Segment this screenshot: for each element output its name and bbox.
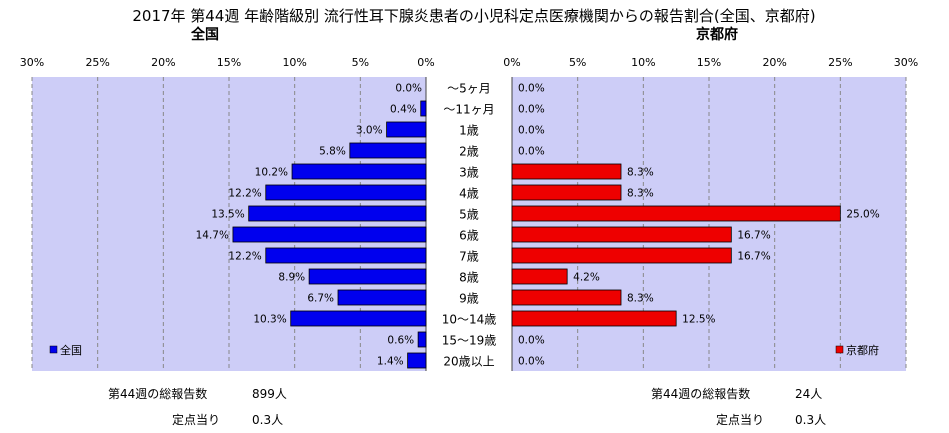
data-label-kyoto: 0.0% <box>518 356 545 368</box>
category-label: ～5ヶ月 <box>447 82 491 96</box>
data-label-kyoto: 0.0% <box>518 125 545 137</box>
chart-title: 2017年 第44週 年齢階級別 流行性耳下腺炎患者の小児科定点医療機関からの報… <box>132 7 815 25</box>
bar-kyoto <box>511 226 732 243</box>
tick-label-left: 30% <box>20 56 44 69</box>
left-panel-title: 全国 <box>190 26 219 43</box>
legend-swatch-kyoto <box>835 345 844 354</box>
data-label-kyoto: 0.0% <box>518 83 545 95</box>
bar-kyoto <box>511 268 568 285</box>
data-label-national: 6.7% <box>307 293 334 305</box>
bar-kyoto <box>511 289 622 306</box>
data-label-kyoto: 0.0% <box>518 146 545 158</box>
bar-kyoto <box>511 205 841 222</box>
category-label: 7歳 <box>459 250 479 264</box>
category-label: 15～19歳 <box>442 334 497 348</box>
bar-national <box>265 247 427 264</box>
data-label-national: 13.5% <box>211 209 244 221</box>
data-label-kyoto: 0.0% <box>518 335 545 347</box>
data-label-national: 14.7% <box>196 230 229 242</box>
bar-national <box>290 310 427 327</box>
category-label: 8歳 <box>459 271 479 285</box>
bar-national <box>265 184 427 201</box>
tick-label-right: 25% <box>828 56 852 69</box>
left-per-value: 0.3人 <box>252 413 283 427</box>
bar-kyoto <box>511 310 677 327</box>
bars: 0.0% 0.0% 0.4% 0.0% 3.0% 0.0% 5.8% 0.0% 10.2% 8.3… <box>196 83 880 369</box>
tick-label-right: 20% <box>762 56 786 69</box>
data-label-kyoto: 25.0% <box>846 209 879 221</box>
data-label-national: 12.2% <box>228 251 261 263</box>
right-total-value: 24人 <box>795 387 822 401</box>
bar-national <box>407 352 427 369</box>
data-label-national: 3.0% <box>356 125 383 137</box>
category-label: 4歳 <box>459 187 479 201</box>
axis-ticks: 0% 0% 5% 5% 10% 10% 15% 15% 20% 20% 25% 25% 30% 30% <box>20 56 918 69</box>
bar-national <box>232 226 427 243</box>
tick-label-left: 5% <box>352 56 369 69</box>
category-label: 9歳 <box>459 292 479 306</box>
data-label-national: 1.4% <box>377 356 404 368</box>
category-label: 3歳 <box>459 166 479 180</box>
bar-kyoto <box>511 163 622 180</box>
tick-label-left: 10% <box>282 56 306 69</box>
category-label: 20歳以上 <box>443 355 494 369</box>
tick-label-left: 20% <box>151 56 175 69</box>
data-label-kyoto: 16.7% <box>737 251 770 263</box>
data-label-kyoto: 8.3% <box>627 167 654 179</box>
left-total-label: 第44週の総報告数 <box>108 386 207 401</box>
bar-kyoto <box>511 247 732 264</box>
data-label-national: 10.2% <box>255 167 288 179</box>
bar-national <box>417 331 427 348</box>
category-label: 10～14歳 <box>442 313 497 327</box>
data-label-kyoto: 16.7% <box>737 230 770 242</box>
legend-label-kyoto: 京都府 <box>846 343 879 357</box>
category-label: 5歳 <box>459 208 479 222</box>
tick-label-right: 5% <box>569 56 586 69</box>
tick-label-right: 10% <box>631 56 655 69</box>
data-label-national: 0.6% <box>387 335 414 347</box>
bar-kyoto <box>511 184 622 201</box>
category-label: 2歳 <box>459 145 479 159</box>
tick-label-left: 0% <box>417 56 434 69</box>
tick-label-right: 0% <box>503 56 520 69</box>
tick-label-left: 15% <box>217 56 241 69</box>
data-label-national: 8.9% <box>278 272 305 284</box>
right-panel-title: 京都府 <box>696 26 738 43</box>
data-label-national: 12.2% <box>228 188 261 200</box>
data-label-national: 10.3% <box>253 314 286 326</box>
bar-national <box>248 205 427 222</box>
bar-national <box>308 268 427 285</box>
left-total-value: 899人 <box>252 387 287 401</box>
legend-label-national: 全国 <box>60 343 82 357</box>
category-labels: ～5ヶ月 ～11ヶ月 1歳 2歳 3歳 4歳 5歳 6歳 7歳 8歳 9歳 10～14歳 15～19歳 2… <box>442 82 497 369</box>
bar-national <box>349 142 427 159</box>
data-label-national: 0.4% <box>390 104 417 116</box>
bar-national <box>386 121 427 138</box>
category-label: 6歳 <box>459 229 479 243</box>
data-label-kyoto: 4.2% <box>573 272 600 284</box>
data-label-kyoto: 8.3% <box>627 293 654 305</box>
data-label-kyoto: 0.0% <box>518 104 545 116</box>
tick-label-right: 30% <box>894 56 918 69</box>
tick-label-right: 15% <box>697 56 721 69</box>
data-label-national: 5.8% <box>319 146 346 158</box>
bar-national <box>420 100 427 117</box>
right-total-label: 第44週の総報告数 <box>651 386 750 401</box>
left-per-label: 定点当り <box>172 412 220 427</box>
data-label-national: 0.0% <box>395 83 422 95</box>
data-label-kyoto: 8.3% <box>627 188 654 200</box>
data-label-kyoto: 12.5% <box>682 314 715 326</box>
category-label: 1歳 <box>459 124 479 138</box>
bar-national <box>291 163 427 180</box>
category-label: ～11ヶ月 <box>443 103 494 117</box>
right-per-value: 0.3人 <box>795 413 826 427</box>
legend-swatch-national <box>49 345 58 354</box>
tick-label-left: 25% <box>85 56 109 69</box>
bar-national <box>337 289 427 306</box>
right-per-label: 定点当り <box>716 412 764 427</box>
